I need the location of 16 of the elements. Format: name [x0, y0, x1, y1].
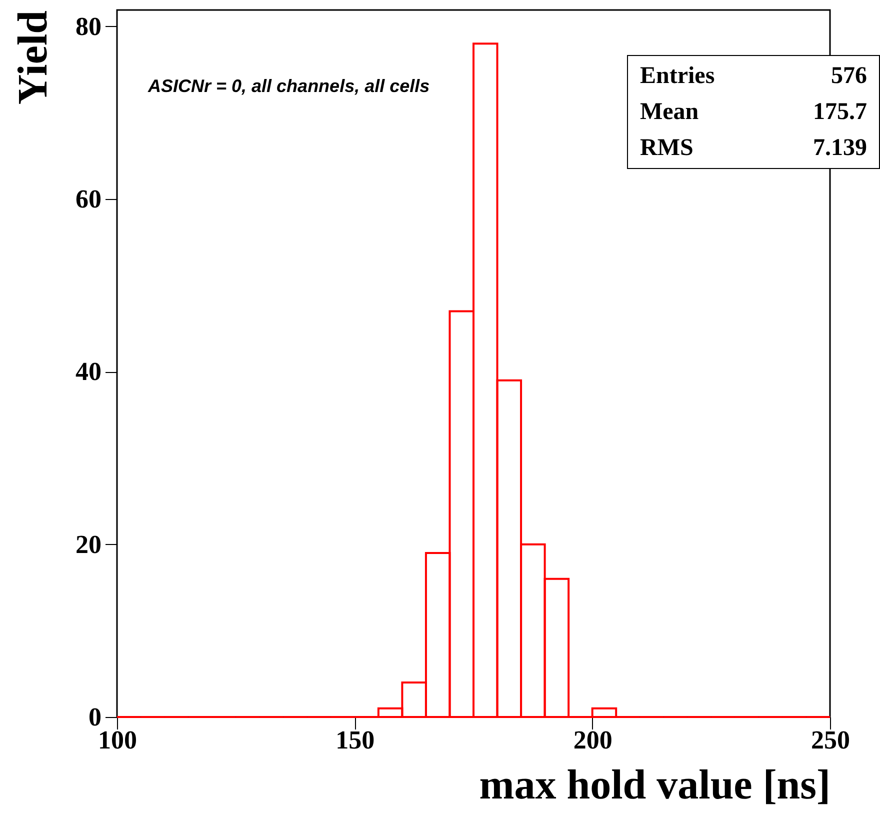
x-tick-label: 150 — [336, 726, 375, 754]
x-axis-title: max hold value [ns] — [479, 762, 830, 808]
y-tick-label: 80 — [76, 12, 102, 41]
x-tick-label: 250 — [811, 726, 850, 754]
y-tick-label: 60 — [76, 184, 102, 214]
annotation: Entries — [640, 62, 715, 91]
y-tick-label: 40 — [76, 357, 102, 386]
x-tick-label: 200 — [573, 726, 612, 754]
annotation: ASICNr = 0, all channels, all cells — [147, 76, 430, 96]
annotation: 7.139 — [813, 134, 867, 163]
y-axis-title: Yield — [10, 10, 56, 105]
annotation: 175.7 — [813, 98, 867, 127]
y-tick-label: 20 — [76, 530, 102, 559]
text: 576 — [831, 62, 867, 91]
annotation: Mean — [640, 98, 699, 127]
annotation: RMS — [640, 134, 694, 163]
